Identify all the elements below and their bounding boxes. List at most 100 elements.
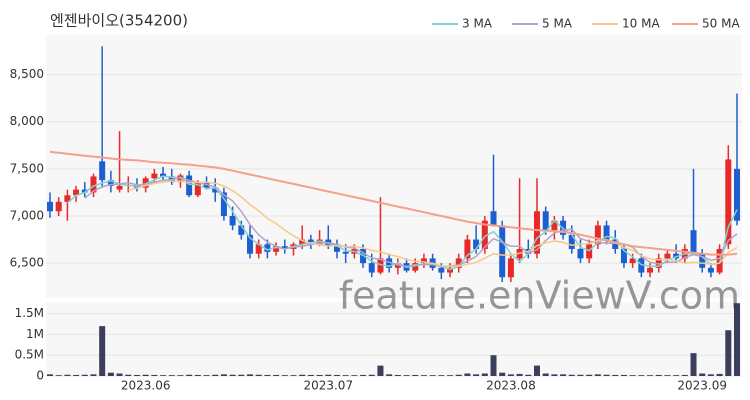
volume-bar xyxy=(299,374,306,376)
candle-body xyxy=(255,244,262,254)
candle-body xyxy=(707,267,714,273)
volume-bar xyxy=(707,374,714,376)
volume-bar xyxy=(55,375,62,376)
candle-body xyxy=(664,253,671,259)
candle-body xyxy=(333,246,340,252)
volume-bar xyxy=(142,374,149,376)
volume-panel xyxy=(46,302,742,376)
volume-bar xyxy=(716,373,723,376)
candle-body xyxy=(99,161,106,181)
candle-body xyxy=(734,168,740,221)
chart-title: 엔젠바이오(354200) xyxy=(50,12,188,30)
volume-bar xyxy=(186,374,193,376)
candle-body xyxy=(455,258,462,268)
candle-body xyxy=(64,195,71,202)
y-tick-label: 8,000 xyxy=(10,114,44,128)
candle-body xyxy=(577,248,584,259)
candle-body xyxy=(690,230,697,254)
candle-body xyxy=(186,175,193,196)
candle-body xyxy=(699,253,706,268)
candle-body xyxy=(307,239,314,245)
candle-body xyxy=(299,239,306,245)
volume-bar xyxy=(212,374,219,376)
candle-body xyxy=(647,267,654,273)
volume-bar xyxy=(560,374,567,376)
candle-body xyxy=(725,159,732,245)
candle-body xyxy=(73,189,80,196)
x-tick-label: 2023.07 xyxy=(303,379,353,393)
volume-bar xyxy=(629,375,636,376)
candle-body xyxy=(368,263,375,273)
y-tick-label: 8,500 xyxy=(10,67,44,81)
volume-bar xyxy=(551,374,558,376)
volume-bar xyxy=(377,365,384,376)
volume-bar xyxy=(412,374,419,376)
candle-body xyxy=(499,225,506,278)
x-tick-label: 2023.09 xyxy=(677,379,727,393)
x-tick-label: 2023.08 xyxy=(486,379,536,393)
volume-bar xyxy=(255,374,262,376)
candle-body xyxy=(342,251,349,254)
candle-body xyxy=(473,239,480,249)
volume-bar xyxy=(194,374,201,376)
y-tick-label: 1.5M xyxy=(15,306,44,320)
candle-body xyxy=(238,225,245,235)
volume-bar xyxy=(368,374,375,376)
candle-body xyxy=(107,180,114,186)
candle-body xyxy=(212,187,219,193)
candle-body xyxy=(47,201,53,212)
candle-body xyxy=(620,248,627,264)
volume-bar xyxy=(316,374,323,376)
y-tick-label: 6,500 xyxy=(10,256,44,270)
volume-bar xyxy=(81,374,88,376)
volume-bar xyxy=(681,374,688,376)
candle-body xyxy=(447,267,454,273)
candle-body xyxy=(90,176,97,193)
volume-bar xyxy=(699,373,706,376)
volume-bar xyxy=(238,374,245,376)
volume-bar xyxy=(577,374,584,376)
ma-line xyxy=(128,180,738,267)
volume-bar xyxy=(594,374,601,376)
candle-body xyxy=(194,182,201,196)
candle-body xyxy=(412,263,419,271)
volume-bar xyxy=(725,330,732,376)
volume-bar xyxy=(429,375,436,376)
legend-label: 50 MA xyxy=(702,17,740,31)
volume-bar xyxy=(64,374,71,376)
candle-body xyxy=(438,267,445,273)
volume-bar xyxy=(481,373,488,376)
candle-body xyxy=(281,246,288,249)
volume-bar xyxy=(360,374,367,376)
volume-bar xyxy=(160,375,167,376)
candle-body xyxy=(507,258,514,278)
candle-body xyxy=(464,239,471,259)
volume-bar xyxy=(133,374,140,376)
candle-body xyxy=(629,258,636,264)
volume-bar xyxy=(325,374,332,376)
candle-body xyxy=(655,258,662,268)
y-tick-label: 0 xyxy=(36,369,44,383)
volume-bar xyxy=(403,375,410,376)
candle-body xyxy=(481,220,488,249)
volume-bar xyxy=(333,374,340,376)
volume-bar xyxy=(525,374,532,376)
volume-bar xyxy=(151,374,158,376)
candle-body xyxy=(220,192,227,216)
candle-body xyxy=(542,211,549,231)
volume-bar xyxy=(99,326,106,376)
volume-bar xyxy=(490,355,497,376)
volume-bar xyxy=(473,374,480,376)
candle-body xyxy=(386,258,393,268)
volume-bar xyxy=(281,375,288,376)
volume-bar xyxy=(351,375,358,376)
candle-body xyxy=(160,173,167,177)
legend-label: 5 MA xyxy=(542,17,573,31)
volume-bar xyxy=(203,375,210,376)
legend-label: 10 MA xyxy=(622,17,660,31)
volume-bar xyxy=(177,375,184,376)
volume-bar xyxy=(664,375,671,376)
volume-bar xyxy=(394,374,401,376)
volume-bar xyxy=(220,374,227,376)
